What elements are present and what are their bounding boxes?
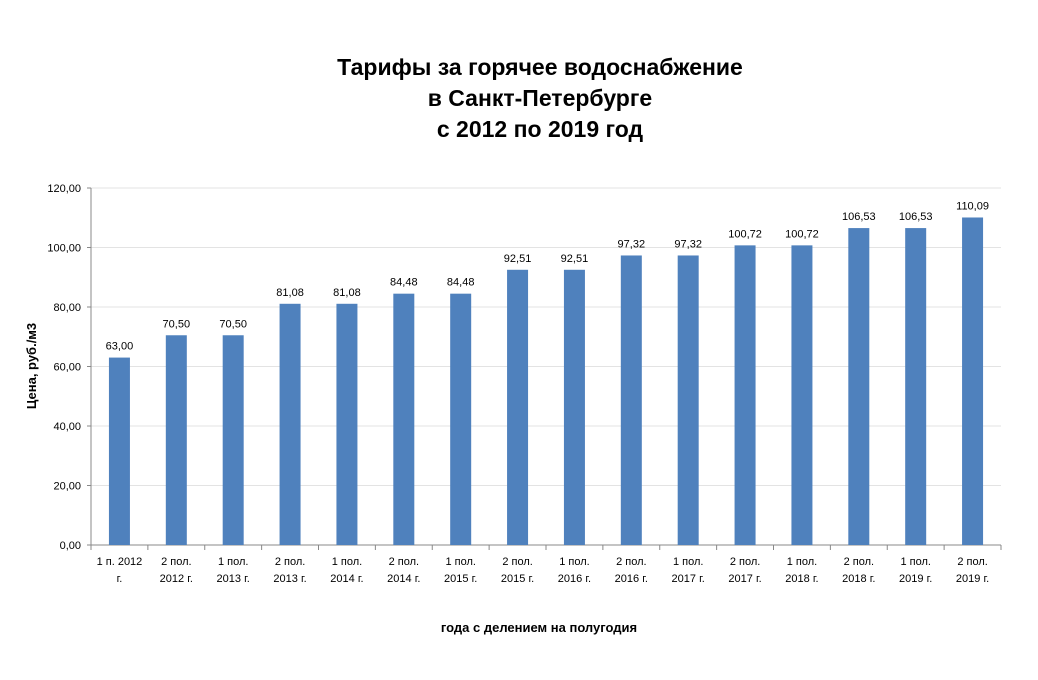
x-tick-label: 1 пол. [218, 556, 248, 568]
data-label: 92,51 [561, 253, 589, 265]
bar [848, 228, 870, 546]
x-tick-label: 1 пол. [787, 556, 817, 568]
x-tick-label: 2013 г. [273, 573, 306, 585]
labels: 0,00 20,00 40,00 60,00 80,00 100,00 120,00 63,0… [47, 183, 989, 585]
chart-title: Тарифы за горячее водоснабжение в Санкт-… [240, 52, 840, 145]
data-label: 106,53 [899, 211, 933, 223]
bar [165, 335, 187, 545]
x-tick-label: 2016 г. [615, 573, 648, 585]
x-tick-label: 1 пол. [559, 556, 589, 568]
x-tick-label: 2 пол. [957, 556, 987, 568]
x-tick-label: 2015 г. [444, 573, 477, 585]
y-axis-title: Цена, руб./м3 [24, 323, 39, 409]
y-tick-label: 40,00 [53, 421, 81, 433]
data-label: 106,53 [842, 211, 876, 223]
data-label: 81,08 [333, 287, 361, 299]
data-label: 63,00 [106, 341, 134, 353]
x-tick-label: 1 пол. [332, 556, 362, 568]
x-tick-label: 2018 г. [842, 573, 875, 585]
bar [336, 303, 358, 545]
y-tick-label: 0,00 [60, 540, 81, 552]
x-tick-label: 2019 г. [956, 573, 989, 585]
data-label: 70,50 [163, 318, 191, 330]
x-tick-label: 1 п. 2012 [97, 556, 143, 568]
x-tick-label: 2 пол. [275, 556, 305, 568]
bar [507, 269, 529, 545]
bar [108, 357, 130, 545]
data-label: 92,51 [504, 253, 532, 265]
x-tick-label: 2016 г. [558, 573, 591, 585]
bar [222, 335, 244, 545]
chart-title-line-1: Тарифы за горячее водоснабжение [337, 54, 743, 80]
bar [734, 245, 756, 545]
x-tick-label: 2 пол. [616, 556, 646, 568]
x-tick-label: 2 пол. [844, 556, 874, 568]
bars [108, 217, 984, 546]
bar [677, 255, 699, 545]
data-label: 81,08 [276, 287, 304, 299]
x-tick-label: 2014 г. [387, 573, 420, 585]
bar [620, 255, 642, 545]
x-tick-label: 2 пол. [730, 556, 760, 568]
data-label: 97,32 [618, 238, 646, 250]
y-tick-label: 60,00 [53, 362, 81, 374]
data-label: 97,32 [674, 238, 702, 250]
x-tick-label: 1 пол. [900, 556, 930, 568]
bar [962, 217, 984, 546]
y-tick-label: 20,00 [53, 481, 81, 493]
y-tick-label: 100,00 [47, 243, 81, 255]
x-tick-label: 1 пол. [673, 556, 703, 568]
x-axis-title: года с делением на полугодия [441, 620, 637, 635]
bar [393, 293, 415, 545]
data-label: 70,50 [219, 318, 247, 330]
bar [279, 303, 301, 545]
x-tick-label: 2012 г. [160, 573, 193, 585]
bar [450, 293, 472, 545]
x-tick-label: 2 пол. [161, 556, 191, 568]
x-tick-label: 2 пол. [389, 556, 419, 568]
x-tick-label: 2015 г. [501, 573, 534, 585]
data-label: 84,48 [447, 277, 475, 289]
x-tick-label: г. [117, 573, 123, 585]
data-label: 84,48 [390, 277, 418, 289]
x-tick-label: 2019 г. [899, 573, 932, 585]
x-tick-label: 2013 г. [217, 573, 250, 585]
bar [791, 245, 813, 545]
bar [905, 228, 927, 546]
x-tick-label: 2017 г. [672, 573, 705, 585]
data-label: 110,09 [956, 200, 989, 212]
bar [563, 269, 585, 545]
data-label: 100,72 [728, 228, 762, 240]
y-tick-label: 120,00 [47, 183, 81, 195]
chart-title-line-2: в Санкт-Петербурге [427, 85, 653, 111]
y-tick-label: 80,00 [53, 302, 81, 314]
x-tick-label: 2018 г. [785, 573, 818, 585]
x-tick-label: 2014 г. [330, 573, 363, 585]
data-label: 100,72 [785, 228, 819, 240]
chart-title-line-3: с 2012 по 2019 год [436, 116, 644, 142]
x-tick-label: 2017 г. [728, 573, 761, 585]
x-tick-label: 1 пол. [445, 556, 475, 568]
x-tick-label: 2 пол. [502, 556, 532, 568]
